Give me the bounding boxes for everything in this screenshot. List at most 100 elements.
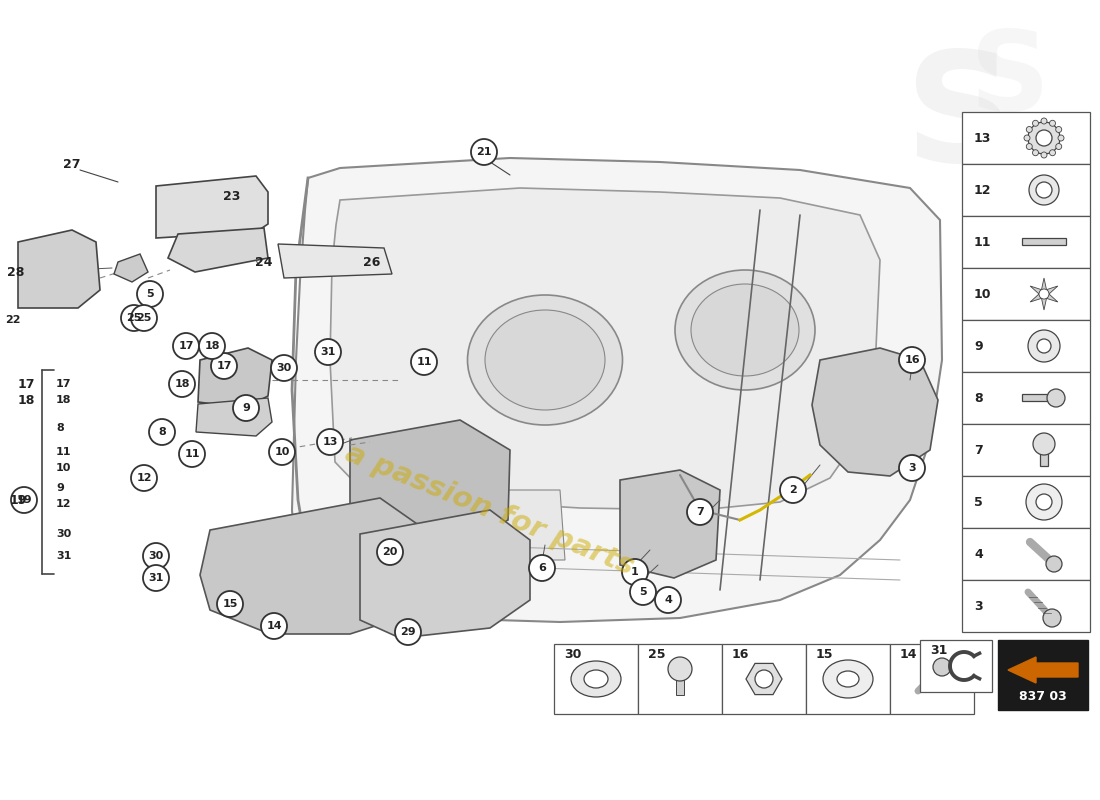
- Text: 5: 5: [146, 289, 154, 299]
- Polygon shape: [200, 498, 428, 634]
- Ellipse shape: [571, 661, 621, 697]
- Text: 18: 18: [56, 395, 72, 405]
- Circle shape: [899, 347, 925, 373]
- Text: 16: 16: [732, 647, 749, 661]
- Polygon shape: [350, 420, 510, 545]
- Text: 21: 21: [476, 147, 492, 157]
- Text: 3: 3: [909, 463, 916, 473]
- Text: 24: 24: [255, 255, 273, 269]
- Ellipse shape: [675, 270, 815, 390]
- Polygon shape: [330, 188, 880, 510]
- Text: 12: 12: [136, 473, 152, 483]
- Circle shape: [317, 429, 343, 455]
- Circle shape: [471, 139, 497, 165]
- Text: 19: 19: [9, 494, 26, 506]
- Text: 17: 17: [56, 379, 72, 389]
- Ellipse shape: [584, 670, 608, 688]
- Text: 30: 30: [564, 647, 582, 661]
- Bar: [962, 476, 1090, 528]
- Polygon shape: [292, 158, 942, 622]
- Circle shape: [1041, 118, 1047, 124]
- Text: 7: 7: [974, 443, 982, 457]
- Text: 31: 31: [930, 643, 947, 657]
- Text: 9: 9: [974, 339, 982, 353]
- Polygon shape: [1042, 278, 1046, 290]
- Polygon shape: [114, 254, 148, 282]
- Circle shape: [199, 333, 226, 359]
- Bar: [1040, 444, 1048, 466]
- Circle shape: [1056, 143, 1062, 150]
- Circle shape: [1041, 152, 1047, 158]
- Text: 18: 18: [18, 394, 35, 406]
- Circle shape: [899, 455, 925, 481]
- Bar: [998, 640, 1088, 710]
- Text: 25: 25: [136, 313, 152, 323]
- Text: 1: 1: [631, 567, 639, 577]
- Circle shape: [1036, 130, 1052, 146]
- Text: 14: 14: [266, 621, 282, 631]
- Polygon shape: [360, 510, 530, 638]
- Polygon shape: [168, 228, 268, 272]
- Text: 9: 9: [242, 403, 250, 413]
- Polygon shape: [1042, 298, 1046, 310]
- Text: 12: 12: [56, 499, 72, 509]
- Polygon shape: [812, 348, 938, 476]
- Circle shape: [11, 487, 37, 513]
- Circle shape: [173, 333, 199, 359]
- Ellipse shape: [485, 310, 605, 410]
- Polygon shape: [198, 348, 272, 408]
- Ellipse shape: [691, 284, 799, 376]
- Bar: [962, 372, 1090, 424]
- Text: S: S: [970, 26, 1050, 134]
- Circle shape: [261, 613, 287, 639]
- Text: 17: 17: [178, 341, 194, 351]
- Circle shape: [1028, 122, 1060, 154]
- Circle shape: [233, 395, 258, 421]
- Polygon shape: [620, 470, 721, 578]
- Circle shape: [654, 587, 681, 613]
- Text: 27: 27: [64, 158, 80, 171]
- Text: 11: 11: [56, 447, 72, 457]
- Bar: [890, 644, 974, 714]
- Text: 10: 10: [974, 287, 991, 301]
- Bar: [1022, 394, 1052, 401]
- Circle shape: [211, 353, 236, 379]
- Text: 11: 11: [185, 449, 200, 459]
- Bar: [638, 644, 722, 714]
- Text: 29: 29: [400, 627, 416, 637]
- Circle shape: [933, 658, 952, 676]
- Circle shape: [1049, 120, 1056, 126]
- Bar: [722, 644, 806, 714]
- Text: 23: 23: [223, 190, 241, 202]
- Circle shape: [1040, 289, 1049, 299]
- Bar: [962, 580, 1090, 632]
- Circle shape: [131, 305, 157, 331]
- Text: 6: 6: [538, 563, 546, 573]
- Polygon shape: [1030, 294, 1042, 302]
- Text: 30: 30: [276, 363, 292, 373]
- Text: 26: 26: [363, 255, 381, 269]
- Polygon shape: [18, 230, 100, 308]
- Text: 10: 10: [56, 463, 72, 473]
- Polygon shape: [1046, 286, 1058, 294]
- Text: 31: 31: [56, 551, 72, 561]
- Text: 16: 16: [904, 355, 920, 365]
- Text: 19: 19: [16, 495, 32, 505]
- Circle shape: [1037, 339, 1050, 353]
- Circle shape: [668, 657, 692, 681]
- Text: 8: 8: [56, 423, 64, 433]
- Circle shape: [1049, 150, 1056, 156]
- Polygon shape: [1008, 657, 1078, 683]
- Text: 22: 22: [6, 315, 21, 325]
- Text: 4: 4: [974, 547, 982, 561]
- Circle shape: [1058, 135, 1064, 141]
- Text: 13: 13: [322, 437, 338, 447]
- Circle shape: [143, 543, 169, 569]
- Text: 25: 25: [648, 647, 666, 661]
- Circle shape: [1033, 433, 1055, 455]
- Ellipse shape: [837, 671, 859, 687]
- Text: 8: 8: [158, 427, 166, 437]
- Bar: [962, 164, 1090, 216]
- Text: 11: 11: [974, 235, 991, 249]
- Text: 31: 31: [320, 347, 336, 357]
